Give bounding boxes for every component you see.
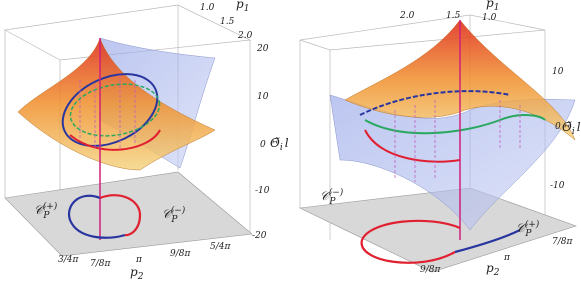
z-tick: -20 (252, 231, 267, 241)
z-tick: 10 (552, 67, 564, 77)
curve-label: 𝒞(−) P (320, 187, 344, 207)
curve-label: 𝒞(−) P (162, 205, 186, 225)
p2-tick: 3/4π (58, 255, 79, 265)
label-sup: (−) (171, 205, 186, 216)
label-sub: i (280, 143, 283, 153)
label-sub: P (328, 197, 336, 207)
label-sup: (+) (525, 219, 540, 230)
p2-tick: 7/8π (90, 259, 111, 269)
label-symbol: p (486, 0, 494, 10)
floor-curve-red (99, 194, 142, 237)
label-sub: P (170, 215, 178, 225)
floor-curve-blue (454, 229, 521, 254)
p2-tick: π (503, 253, 511, 263)
label-sub: P (524, 229, 532, 239)
label-symbol: p (486, 261, 494, 275)
label-rest: l (285, 136, 289, 150)
p1-tick: 1.0 (200, 3, 215, 13)
curve-red (364, 129, 461, 163)
p2-tick: 7/8π (552, 237, 573, 247)
drop-lines (394, 100, 521, 182)
p1-tick: 2.0 (399, 11, 415, 21)
p1-tick: 1.5 (220, 17, 235, 27)
z-tick: -10 (550, 181, 565, 191)
p2-tick: 5/4π (210, 242, 231, 252)
curve-green (69, 83, 161, 137)
floor-curve-blue (67, 194, 126, 239)
p1-label: p1 (236, 0, 249, 14)
label-symbol: Θ̃ (270, 136, 280, 150)
p1-tick: 1.5 (446, 11, 461, 21)
label-sub: i (572, 127, 575, 137)
label-sub: 2 (493, 268, 500, 278)
p2-label: p2 (486, 261, 500, 278)
label-symbol: p (130, 265, 138, 279)
p2-tick: 9/8π (420, 265, 441, 275)
panel-left: 1.0 1.5 2.0 p1 20 10 0 -10 -20 Θ̃i l 3/4π… (3, 0, 289, 281)
label-sub: 1 (244, 4, 250, 14)
panel-right: 2.0 1.5 1.0 p1 10 0 -10 Θ̃i l 7/8π π 9/8π… (298, 0, 581, 278)
z-tick: 20 (256, 44, 269, 54)
p1-tick: 2.0 (237, 31, 253, 41)
label-sup: (+) (43, 201, 58, 212)
label-sub: 1 (494, 3, 500, 13)
z-tick: -10 (255, 186, 270, 196)
curve-blue (61, 73, 159, 147)
z-tick: 0 (260, 140, 266, 150)
curve-label: 𝒞(+) P (34, 201, 58, 221)
floor-curve-red (360, 219, 461, 264)
label-sub: 2 (137, 272, 144, 281)
label-symbol: Θ̃ (562, 120, 572, 134)
label-sub: P (42, 211, 50, 221)
p2-tick: 9/8π (170, 249, 191, 259)
curve-label: 𝒞(+) P (516, 219, 540, 239)
curve-blue-dashed (359, 90, 511, 116)
p1-label: p1 (486, 0, 499, 13)
label-rest: l (577, 120, 581, 134)
p2-label: p2 (130, 265, 144, 281)
surface-orange (17, 37, 216, 171)
curve-red (69, 129, 161, 151)
surface-blue (329, 94, 576, 231)
floor-plane (298, 187, 577, 273)
p2-tick: π (135, 255, 143, 265)
floor-plane (4, 171, 253, 257)
label-sup: (−) (329, 187, 344, 198)
label-symbol: p (236, 0, 244, 11)
p1-tick: 1.0 (482, 13, 497, 23)
z-tick: 10 (257, 92, 269, 102)
z-label: Θ̃i l (562, 120, 581, 137)
drop-lines (79, 75, 136, 150)
z-tick: 0 (555, 122, 561, 132)
z-label: Θ̃i l (270, 136, 289, 153)
